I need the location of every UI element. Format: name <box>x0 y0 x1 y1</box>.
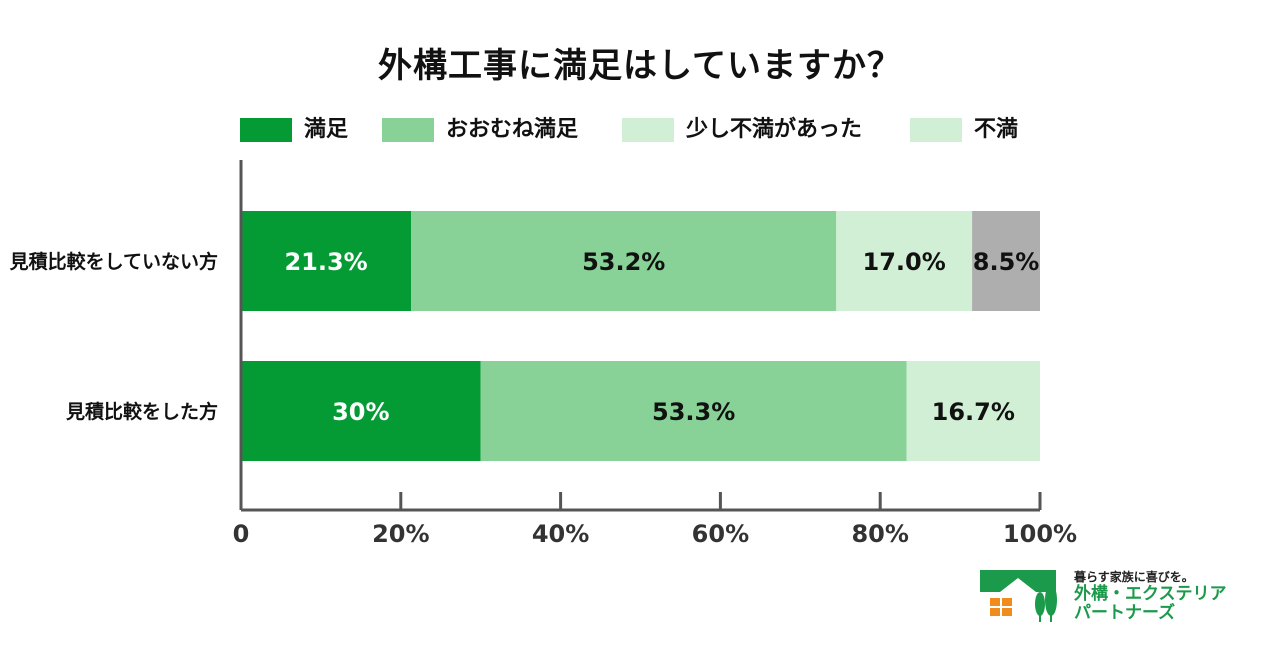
bar-segment <box>906 361 1040 461</box>
x-tick-label: 40% <box>532 520 589 548</box>
legend-swatch <box>622 118 674 142</box>
bar-segment <box>411 211 837 311</box>
house-tree-logo-icon <box>980 570 1057 622</box>
legend-swatch <box>240 118 292 142</box>
bar-segment <box>836 211 973 311</box>
brand-logo: 暮らす家族に喜びを。 外構・エクステリア パートナーズ <box>978 568 1248 628</box>
legend-label: 不満 <box>974 117 1019 142</box>
bar-segment <box>241 361 481 461</box>
legend-label: おおむね満足 <box>446 117 579 142</box>
x-tick-label: 80% <box>851 520 908 548</box>
data-label: 16.7% <box>932 398 1015 426</box>
data-label: 30% <box>332 398 389 426</box>
x-tick-label: 100% <box>1003 520 1077 548</box>
legend-swatch <box>382 118 434 142</box>
bar-segment <box>972 211 1040 311</box>
chart-title: 外構工事に満足はしていますか？ <box>378 46 902 86</box>
category-label: 見積比較をした方 <box>66 400 218 423</box>
data-label: 8.5% <box>973 248 1040 276</box>
data-label: 53.3% <box>652 398 735 426</box>
data-label: 53.2% <box>582 248 665 276</box>
logo-name: 外構・エクステリア パートナーズ <box>1074 585 1227 623</box>
bar-segment <box>480 361 907 461</box>
logo-name-line1: 外構・エクステリア <box>1074 584 1227 604</box>
data-label: 21.3% <box>284 248 367 276</box>
data-label: 17.0% <box>863 248 946 276</box>
category-label: 見積比較をしていない方 <box>10 250 218 273</box>
stacked-bar-chart: 21.3% 53.2% 17.0% 8.5% 見積比較をしていない方 30% 53.3% 16… <box>10 160 1077 548</box>
logo-tagline: 暮らす家族に喜びを。 <box>1074 570 1194 584</box>
x-tick-label: 0 <box>233 520 250 548</box>
logo-name-line2: パートナーズ <box>1074 603 1176 623</box>
x-tick-label: 60% <box>692 520 749 548</box>
legend-label: 満足 <box>304 117 349 142</box>
legend-label: 少し不満があった <box>686 117 863 142</box>
x-tick-label: 20% <box>372 520 429 548</box>
legend-swatch <box>910 118 962 142</box>
bar-segment <box>241 211 412 311</box>
